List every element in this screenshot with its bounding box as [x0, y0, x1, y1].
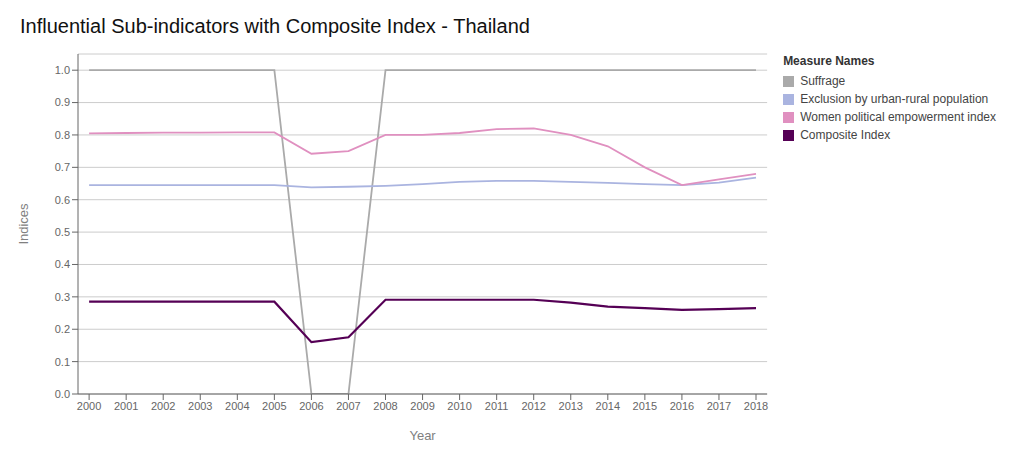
svg-text:2012: 2012	[521, 400, 545, 412]
svg-text:0.5: 0.5	[55, 226, 70, 238]
html-text:Measure Names: Measure Names	[783, 54, 875, 68]
svg-text:0.9: 0.9	[55, 96, 70, 108]
svg-text:2009: 2009	[410, 400, 434, 412]
svg-text:Indices: Indices	[16, 203, 31, 245]
svg-text:2005: 2005	[262, 400, 286, 412]
svg-text:2006: 2006	[299, 400, 323, 412]
svg-text:2001: 2001	[114, 400, 138, 412]
svg-text:2014: 2014	[596, 400, 620, 412]
svg-text:2015: 2015	[633, 400, 657, 412]
svg-text:2003: 2003	[188, 400, 212, 412]
svg-text:2013: 2013	[559, 400, 583, 412]
html-text:Exclusion by urban-rural popul: Exclusion by urban-rural population	[800, 92, 989, 106]
svg-text:2010: 2010	[447, 400, 471, 412]
svg-text:2008: 2008	[373, 400, 397, 412]
html-text:Suffrage: Suffrage	[800, 74, 846, 88]
svg-text:1.0: 1.0	[55, 64, 70, 76]
svg-text:0.6: 0.6	[55, 194, 70, 206]
svg-text:2016: 2016	[670, 400, 694, 412]
svg-text:0.2: 0.2	[55, 323, 70, 335]
svg-text:2018: 2018	[744, 400, 768, 412]
svg-text:0.7: 0.7	[55, 161, 70, 173]
svg-text:2000: 2000	[77, 400, 101, 412]
svg-text:0.0: 0.0	[55, 388, 70, 400]
svg-text:0.3: 0.3	[55, 291, 70, 303]
svg-text:Year: Year	[409, 428, 436, 443]
svg-text:2017: 2017	[707, 400, 731, 412]
svg-text:0.8: 0.8	[55, 129, 70, 141]
svg-text:2007: 2007	[336, 400, 360, 412]
svg-text:2004: 2004	[225, 400, 249, 412]
html-text:Women political empowerment in: Women political empowerment index	[800, 110, 996, 124]
svg-text:2002: 2002	[151, 400, 175, 412]
svg-text:2011: 2011	[485, 400, 509, 412]
html-text:Influential Sub-indicators wit: Influential Sub-indicators with Composit…	[20, 15, 530, 37]
html-text:Composite Index: Composite Index	[800, 128, 891, 142]
svg-text:0.1: 0.1	[55, 356, 70, 368]
svg-text:0.4: 0.4	[55, 258, 70, 270]
